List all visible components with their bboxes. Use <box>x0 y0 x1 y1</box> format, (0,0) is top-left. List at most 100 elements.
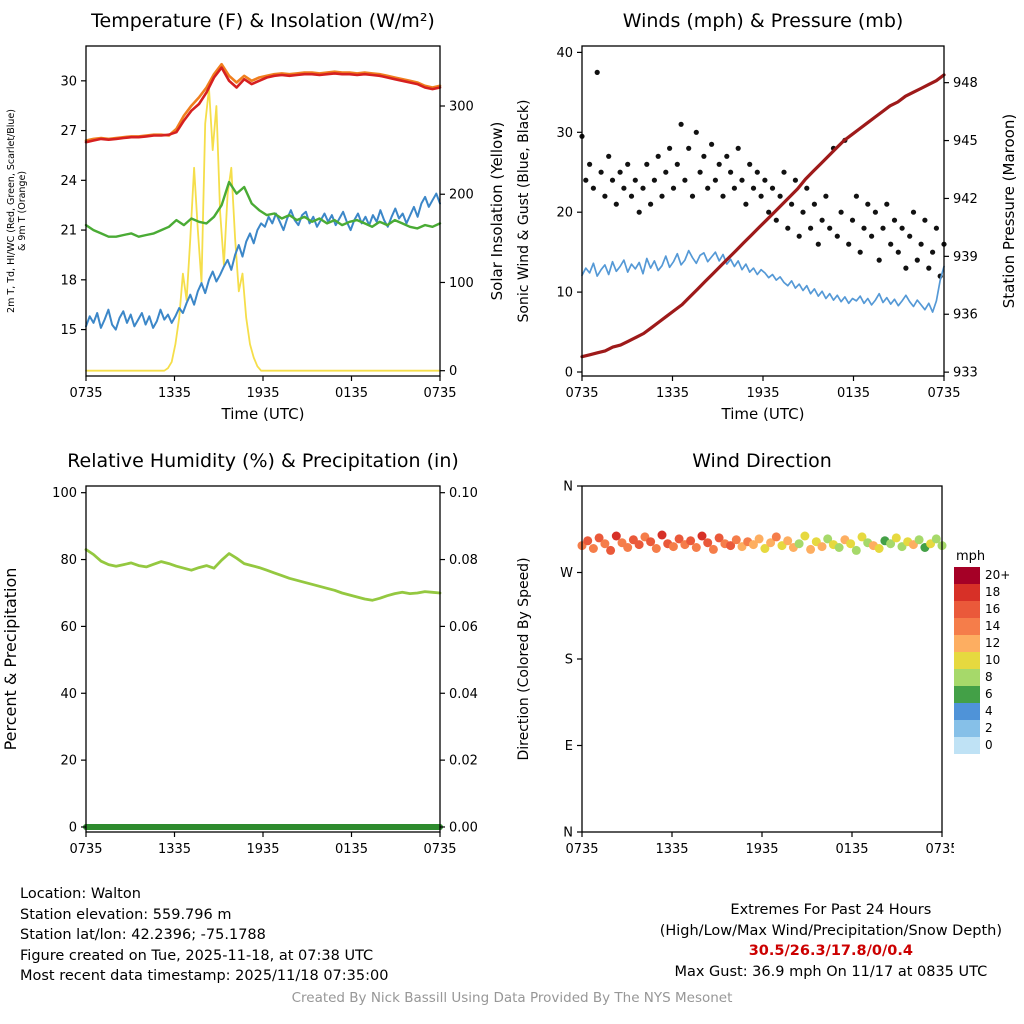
svg-text:Solar Insolation (Yellow): Solar Insolation (Yellow) <box>488 122 506 301</box>
svg-text:0735: 0735 <box>423 386 456 401</box>
relative-humidity-green-line <box>84 548 442 602</box>
svg-text:E: E <box>565 739 573 754</box>
legend-label: 20+ <box>985 568 1011 582</box>
svg-text:0135: 0135 <box>835 842 868 857</box>
elevation-line: Station elevation: 559.796 m <box>20 906 232 923</box>
svg-text:0735: 0735 <box>925 842 954 857</box>
legend-label: 8 <box>985 670 993 684</box>
svg-text:Time (UTC): Time (UTC) <box>221 405 305 423</box>
legend-stop: 8 <box>954 668 1010 686</box>
svg-text:60: 60 <box>60 620 77 635</box>
series-layer <box>83 548 443 830</box>
humidity-precip-panel: Relative Humidity (%) & Precipitation (i… <box>0 440 512 880</box>
svg-text:0.06: 0.06 <box>449 620 478 635</box>
sonic-wind-blue-line <box>581 249 945 313</box>
extremes-subtitle: (High/Low/Max Wind/Precipitation/Snow De… <box>659 922 1002 939</box>
svg-text:Time (UTC): Time (UTC) <box>721 405 805 423</box>
svg-text:200: 200 <box>449 188 474 203</box>
legend-swatch <box>954 566 980 584</box>
svg-text:2m T, Td, HI/WC (Red, Green, S: 2m T, Td, HI/WC (Red, Green, Scarlet/Blu… <box>6 109 17 313</box>
svg-text:30: 30 <box>60 74 77 89</box>
wind-chill-blue-line <box>85 192 441 331</box>
svg-text:0735: 0735 <box>565 842 598 857</box>
legend-swatch <box>954 617 980 635</box>
svg-text:Winds (mph) & Pressure (mb): Winds (mph) & Pressure (mb) <box>623 10 904 32</box>
svg-text:27: 27 <box>60 124 77 139</box>
extremes-info: Extremes For Past 24 Hours (High/Low/Max… <box>660 900 1002 987</box>
svg-text:0135: 0135 <box>335 842 368 857</box>
dewpoint-green-line <box>84 180 442 238</box>
legend-stop: 0 <box>954 736 1010 754</box>
svg-text:1935: 1935 <box>246 386 279 401</box>
max-gust-line: Max Gust: 36.9 mph On 11/17 at 0835 UTC <box>674 963 988 980</box>
legend-swatch <box>954 634 980 652</box>
legend-label: 14 <box>985 619 1001 633</box>
legend-stop: 10 <box>954 651 1010 669</box>
legend-label: 16 <box>985 602 1001 616</box>
legend-stop: 12 <box>954 634 1010 652</box>
svg-text:1935: 1935 <box>745 842 778 857</box>
2m-temp-red-line <box>84 66 442 144</box>
latlon-line: Station lat/lon: 42.2396; -75.1788 <box>20 927 266 944</box>
svg-text:Relative Humidity (%) & Precip: Relative Humidity (%) & Precipitation (i… <box>67 450 459 472</box>
created-line: Figure created on Tue, 2025-11-18, at 07… <box>20 947 374 964</box>
svg-text:Direction (Colored By Speed): Direction (Colored By Speed) <box>516 557 532 760</box>
svg-text:1935: 1935 <box>246 842 279 857</box>
location-line: Location: Walton <box>20 886 141 902</box>
wind-direction-dots <box>577 530 947 555</box>
legend-swatch <box>954 685 980 703</box>
legend-label: 10 <box>985 653 1001 667</box>
legend-stop: 4 <box>954 702 1010 720</box>
svg-text:30: 30 <box>556 126 573 141</box>
attribution: Created By Nick Bassill Using Data Provi… <box>291 989 733 1006</box>
svg-text:0: 0 <box>69 820 77 835</box>
svg-text:40: 40 <box>556 46 573 61</box>
svg-text:18: 18 <box>60 273 77 288</box>
legend-stop: 20+ <box>954 566 1011 584</box>
humidity-precip-chart: Relative Humidity (%) & Precipitation (i… <box>1 450 478 857</box>
svg-text:S: S <box>565 653 573 668</box>
legend-swatch <box>954 583 980 601</box>
footer: Location: Walton Station elevation: 559.… <box>0 880 1024 987</box>
svg-text:Station Pressure (Maroon): Station Pressure (Maroon) <box>1000 114 1018 308</box>
svg-text:0: 0 <box>449 364 457 379</box>
svg-text:1335: 1335 <box>655 842 688 857</box>
svg-text:21: 21 <box>60 224 77 239</box>
wind-direction-chart: Wind Direction07351335193501350735NWSEND… <box>516 450 954 857</box>
legend-label: 0 <box>985 738 993 752</box>
charts-grid: Temperature (F) & Insolation (W/m²) 0735 1… <box>0 0 1018 880</box>
svg-text:300: 300 <box>449 100 474 115</box>
svg-text:20: 20 <box>556 206 573 221</box>
series-layer <box>577 530 947 555</box>
svg-text:0735: 0735 <box>927 386 960 401</box>
legend-stops: 20+ 18 16 14 12 10 8 6 4 2 0 <box>954 566 1011 754</box>
svg-text:80: 80 <box>60 553 77 568</box>
svg-text:100: 100 <box>52 486 77 501</box>
temperature-insolation-panel: Temperature (F) & Insolation (W/m²) 0735 1… <box>0 0 512 440</box>
svg-text:0.10: 0.10 <box>449 486 478 501</box>
svg-text:Temperature (F) & Insolation (: Temperature (F) & Insolation (W/m²) <box>90 10 435 32</box>
svg-text:0135: 0135 <box>335 386 368 401</box>
legend-label: 4 <box>985 704 993 718</box>
legend-label: 12 <box>985 636 1001 650</box>
svg-text:1335: 1335 <box>158 386 191 401</box>
svg-text:& 9m T (Orange): & 9m T (Orange) <box>17 171 28 251</box>
extremes-values: 30.5/26.3/17.8/0/0.4 <box>748 943 913 960</box>
svg-text:948: 948 <box>953 76 978 91</box>
svg-text:N: N <box>563 826 573 841</box>
series-layer <box>84 62 442 372</box>
station-info: Location: Walton Station elevation: 559.… <box>20 884 388 987</box>
svg-text:Percent & Precipitation: Percent & Precipitation <box>1 568 20 751</box>
timestamp-line: Most recent data timestamp: 2025/11/18 0… <box>20 968 389 985</box>
svg-text:0.02: 0.02 <box>449 754 478 769</box>
svg-text:20: 20 <box>60 754 77 769</box>
legend-title: mph <box>956 548 986 564</box>
svg-text:0735: 0735 <box>565 386 598 401</box>
svg-text:0735: 0735 <box>69 386 102 401</box>
svg-text:1335: 1335 <box>656 386 689 401</box>
svg-text:0135: 0135 <box>837 386 870 401</box>
gust-black-dots <box>579 69 947 279</box>
svg-text:1935: 1935 <box>746 386 779 401</box>
svg-text:0735: 0735 <box>69 842 102 857</box>
